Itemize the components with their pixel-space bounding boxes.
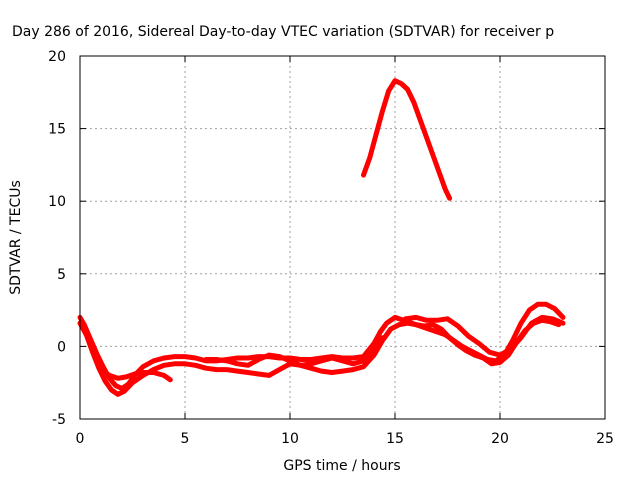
series-line-4	[98, 367, 173, 383]
series-group	[77, 78, 566, 397]
y-tick-label: 20	[48, 49, 66, 65]
x-tick-label: 0	[76, 431, 85, 447]
x-tick-label: 20	[491, 431, 509, 447]
series-line-3	[77, 317, 562, 397]
series-line-1	[361, 78, 453, 201]
series-line-6	[403, 314, 566, 358]
y-tick-label: 10	[48, 194, 66, 210]
y-tick-label: 15	[48, 122, 66, 138]
plot-frame	[79, 55, 606, 420]
grid	[80, 56, 605, 419]
series-line-5	[203, 335, 385, 368]
x-tick-label: 10	[281, 431, 299, 447]
chart-title: Day 286 of 2016, Sidereal Day-to-day VTE…	[12, 24, 554, 40]
x-tick-label: 15	[386, 431, 404, 447]
x-tick-label: 25	[596, 431, 614, 447]
ticks: 0 5 10 15 20 25 -5 0 5 10 15 20	[48, 49, 614, 447]
y-tick-label: 0	[57, 339, 66, 355]
y-tick-label: -5	[52, 412, 66, 428]
x-tick-label: 5	[181, 431, 190, 447]
x-axis-label: GPS time / hours	[283, 458, 400, 474]
y-axis-label: SDTVAR / TECUs	[8, 180, 24, 295]
y-tick-label: 5	[57, 267, 66, 283]
